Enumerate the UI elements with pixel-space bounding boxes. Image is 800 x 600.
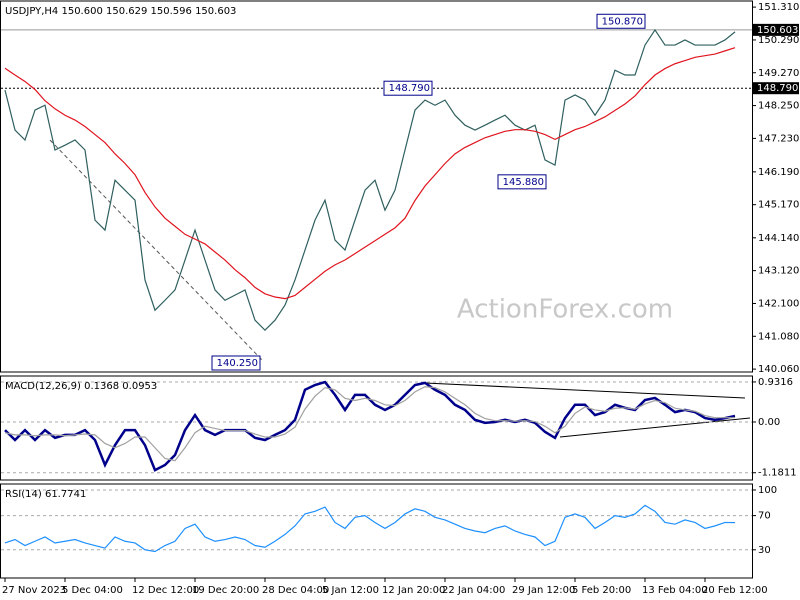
y-tick-label: 146.190 bbox=[758, 167, 799, 178]
x-tick-label: 28 Dec 04:00 bbox=[262, 585, 329, 596]
y-tick-label: 142.100 bbox=[758, 298, 799, 309]
x-tick-label: 12 Dec 12:00 bbox=[132, 585, 199, 596]
annotation-label: 145.880 bbox=[503, 177, 544, 188]
y-tick-label: 143.120 bbox=[758, 266, 799, 277]
price-label-box bbox=[753, 82, 799, 95]
annotation-box bbox=[211, 355, 261, 371]
panel-title: RSI(14) 61.7741 bbox=[5, 489, 86, 500]
watermark: ActionForex.com bbox=[457, 295, 673, 325]
x-tick-label: 5 Dec 04:00 bbox=[62, 585, 123, 596]
x-tick-label: 5 Feb 20:00 bbox=[572, 585, 631, 596]
y-tick-label: -1.1811 bbox=[758, 468, 797, 479]
annotation-box bbox=[497, 174, 547, 190]
y-tick-label: 147.230 bbox=[758, 133, 799, 144]
annotation-label: 140.250 bbox=[217, 358, 258, 369]
y-tick-label: 148.250 bbox=[758, 101, 799, 112]
panel-frame bbox=[0, 375, 753, 481]
panel-title: USDJPY,H4 150.600 150.629 150.596 150.60… bbox=[5, 6, 236, 17]
y-tick-label: 100 bbox=[758, 485, 777, 496]
macd-trend-line bbox=[424, 382, 746, 399]
x-tick-label: 29 Jan 12:00 bbox=[512, 585, 575, 596]
y-tick-label: 0.00 bbox=[758, 417, 780, 428]
price-label: 150.603 bbox=[757, 25, 798, 36]
series-line bbox=[4, 28, 736, 332]
y-tick-label: 149.270 bbox=[758, 68, 799, 79]
annotation-box bbox=[383, 80, 433, 96]
x-tick-label: 5 Jan 12:00 bbox=[322, 585, 379, 596]
y-tick-label: 0.9316 bbox=[758, 377, 793, 388]
x-tick-label: 13 Feb 04:00 bbox=[642, 585, 708, 596]
x-tick-label: 19 Dec 20:00 bbox=[192, 585, 259, 596]
y-tick-label: 141.080 bbox=[758, 331, 799, 342]
x-tick-label: 22 Jan 04:00 bbox=[442, 585, 505, 596]
series-line bbox=[4, 504, 736, 553]
annotation-label: 150.870 bbox=[602, 16, 643, 27]
y-tick-label: 144.140 bbox=[758, 233, 799, 244]
y-tick-label: 70 bbox=[758, 511, 771, 522]
y-tick-label: 150.290 bbox=[758, 35, 799, 46]
price-label-box bbox=[753, 23, 799, 36]
y-tick-label: 140.060 bbox=[758, 364, 799, 375]
x-tick-label: 20 Feb 12:00 bbox=[702, 585, 768, 596]
x-tick-label: 12 Jan 20:00 bbox=[382, 585, 445, 596]
trend-line bbox=[49, 139, 263, 361]
panel-title: MACD(12,26,9) 0.1368 0.0953 bbox=[5, 381, 157, 392]
macd-trend-line bbox=[559, 417, 751, 438]
y-tick-label: 145.170 bbox=[758, 200, 799, 211]
annotation-label: 148.790 bbox=[389, 83, 430, 94]
y-tick-label: 151.310 bbox=[758, 2, 799, 13]
panel-frame bbox=[0, 483, 753, 579]
panel-frame bbox=[0, 0, 753, 373]
x-tick-label: 27 Nov 2023 bbox=[2, 585, 66, 596]
series-line bbox=[4, 47, 736, 300]
y-tick-label: 30 bbox=[758, 545, 771, 556]
series-line bbox=[4, 386, 735, 462]
annotation-box bbox=[596, 13, 646, 29]
price-label: 148.790 bbox=[757, 83, 798, 94]
